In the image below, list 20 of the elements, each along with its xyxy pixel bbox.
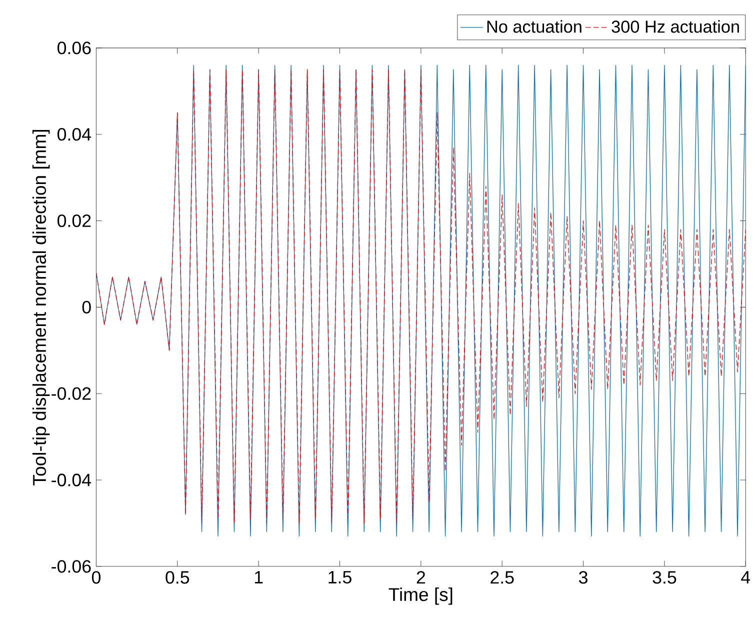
x-tick-label: 0: [92, 571, 100, 584]
y-tick-label: 0.02: [58, 214, 91, 228]
x-tick-label: 1: [254, 571, 263, 584]
x-tick-label: 0.5: [166, 571, 190, 584]
y-tick-label: -0.04: [52, 474, 92, 486]
x-tick-label: 2.5: [490, 571, 514, 584]
x-axis-title: Time [s]: [388, 588, 452, 605]
legend-label: No actuation: [487, 20, 582, 33]
legend-label: 300 Hz actuation: [612, 20, 739, 33]
y-tick-label: 0.04: [58, 128, 92, 141]
x-tick-label: 2: [416, 571, 426, 584]
y-tick-label: 0.06: [58, 42, 91, 54]
y-tick-label: 0: [82, 300, 91, 314]
x-tick-label: 3: [579, 571, 588, 584]
x-tick-label: 4: [741, 571, 750, 584]
x-tick-label: 1.5: [328, 571, 352, 584]
y-axis-title: Tool-tip displacement normal direction [mm]: [32, 130, 50, 486]
y-tick-label: -0.02: [52, 387, 91, 400]
y-tick-label: -0.06: [52, 560, 91, 573]
x-tick-label: 3.5: [652, 571, 676, 584]
